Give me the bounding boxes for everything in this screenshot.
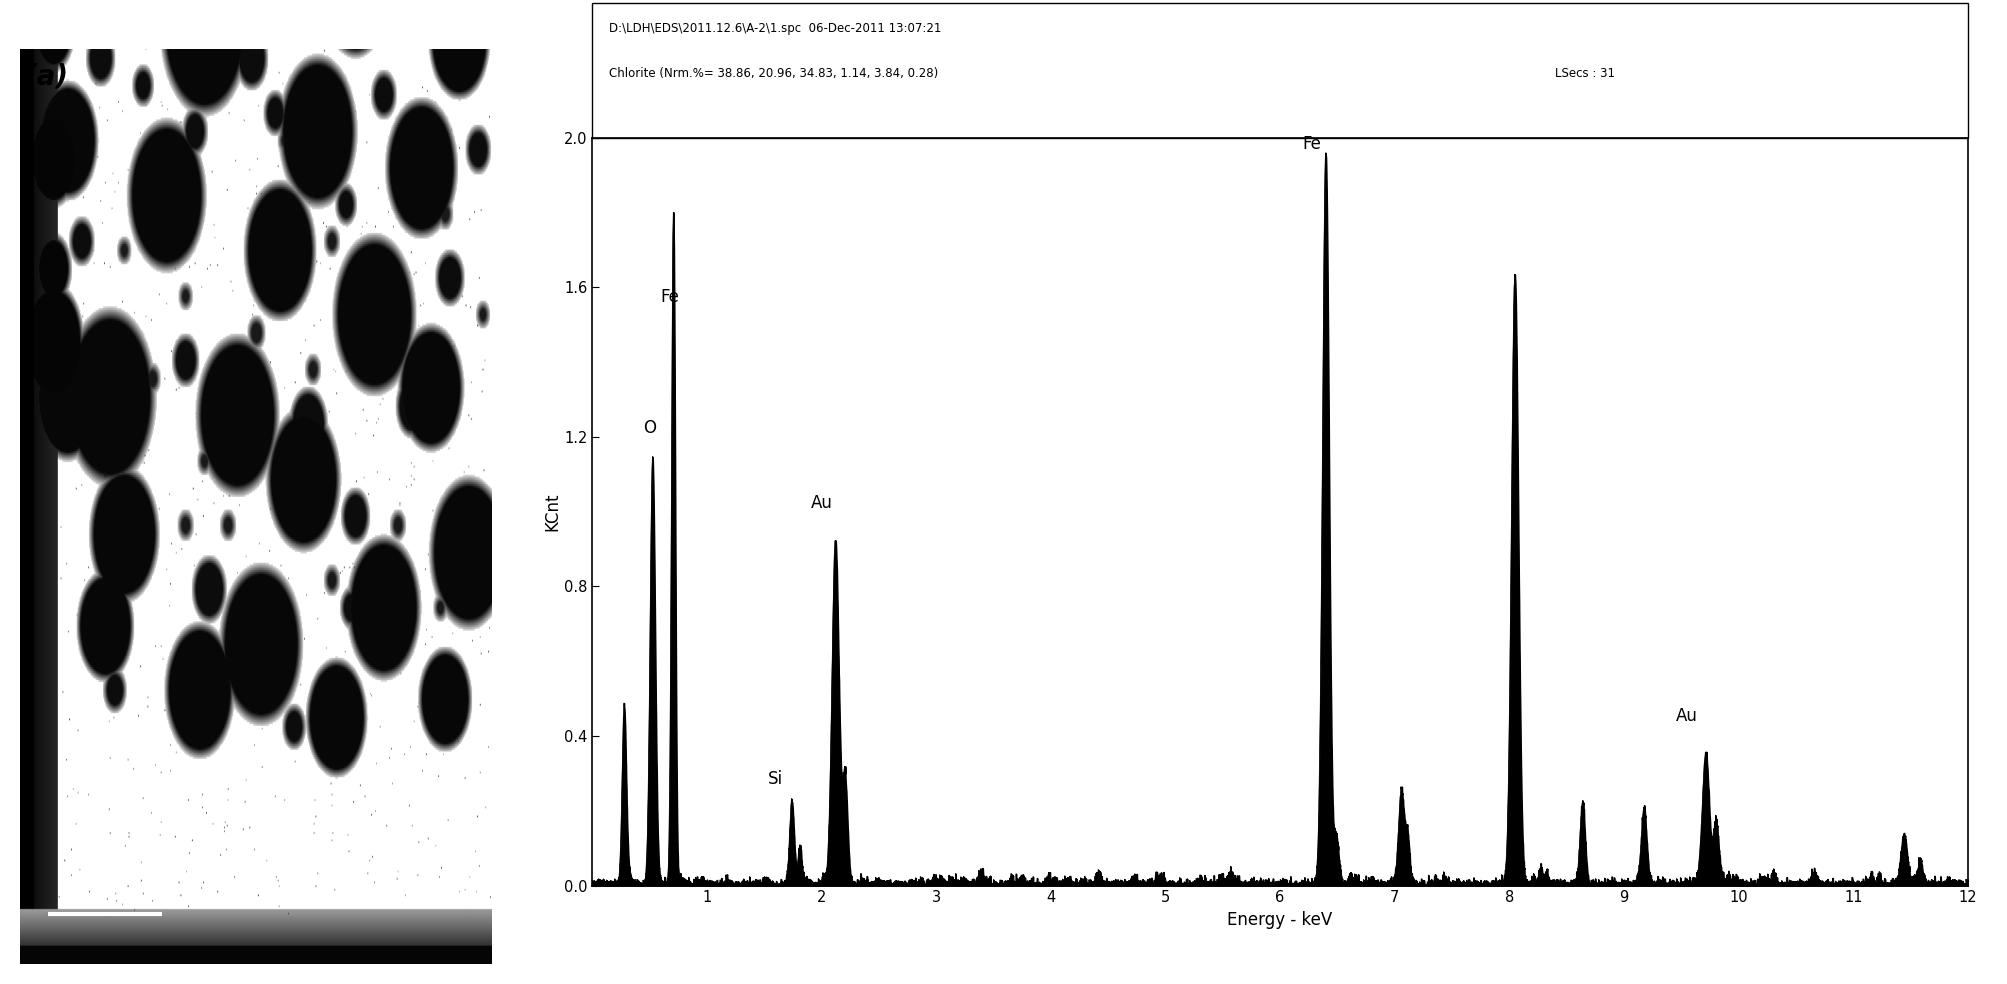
Text: Chlorite (Nrm.%= 38.86, 20.96, 34.83, 1.14, 3.84, 0.28): Chlorite (Nrm.%= 38.86, 20.96, 34.83, 1.… bbox=[608, 67, 937, 80]
Text: Si: Si bbox=[769, 770, 783, 788]
Bar bbox=[592, 3, 1967, 138]
Text: Fe: Fe bbox=[1303, 135, 1321, 153]
Text: D:\LDH\EDS\2011.12.6\A-2\1.spc  06-Dec-2011 13:07:21: D:\LDH\EDS\2011.12.6\A-2\1.spc 06-Dec-20… bbox=[608, 22, 941, 34]
Text: O: O bbox=[642, 419, 656, 437]
Text: Au: Au bbox=[1676, 707, 1698, 725]
Text: (a): (a) bbox=[24, 63, 68, 91]
Text: LSecs : 31: LSecs : 31 bbox=[1553, 67, 1614, 80]
Y-axis label: KCnt: KCnt bbox=[544, 492, 560, 531]
Text: 200 nm: 200 nm bbox=[58, 896, 104, 907]
Text: Fe: Fe bbox=[660, 288, 680, 306]
X-axis label: Energy - keV: Energy - keV bbox=[1226, 911, 1333, 929]
Text: Au: Au bbox=[811, 494, 833, 512]
